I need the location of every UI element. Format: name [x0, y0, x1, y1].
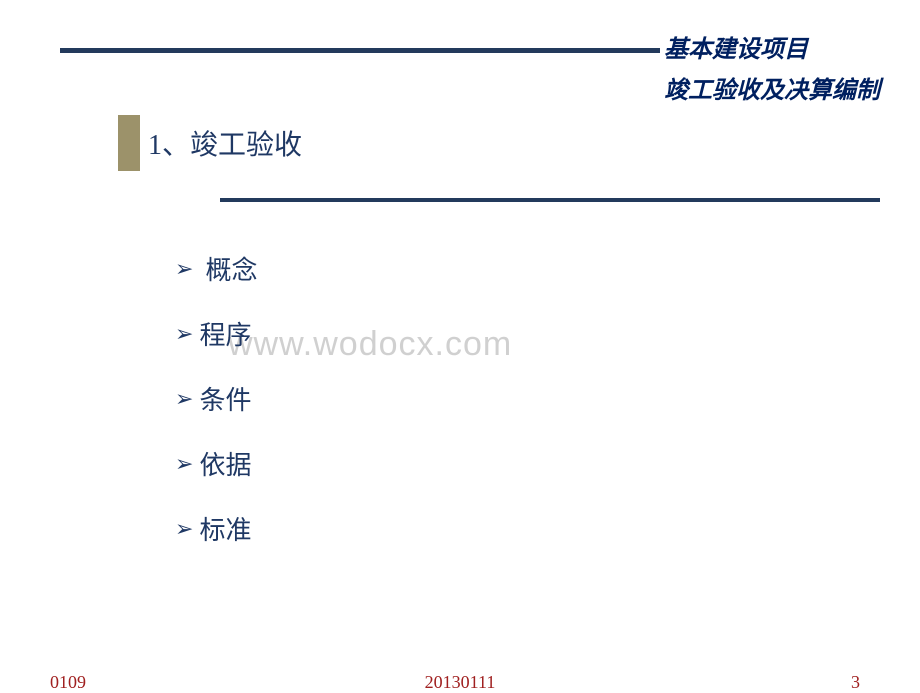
list-item: ➢ 依据 — [175, 445, 257, 482]
list-item: ➢ 条件 — [175, 380, 257, 417]
header-line1: 基本建设项目 — [664, 30, 880, 71]
header-line2: 竣工验收及决算编制 — [664, 71, 880, 112]
list-item: ➢ 标准 — [175, 510, 257, 547]
list-item-text: 标准 — [199, 510, 251, 547]
bullet-list: ➢ 概念 ➢ 程序 ➢ 条件 ➢ 依据 ➢ 标准 — [175, 250, 257, 575]
section-title-block: 1、竣工验收 — [118, 115, 302, 171]
chevron-right-icon: ➢ — [175, 386, 193, 412]
section-title-text: 竣工验收 — [190, 130, 302, 161]
list-item: ➢ 程序 — [175, 315, 257, 352]
list-item-text: 程序 — [199, 315, 251, 352]
chevron-right-icon: ➢ — [175, 516, 193, 542]
section-number: 1、 — [148, 130, 190, 161]
top-divider-line — [60, 48, 660, 53]
chevron-right-icon: ➢ — [175, 321, 193, 347]
section-divider-line — [220, 198, 880, 202]
chevron-right-icon: ➢ — [175, 256, 193, 282]
chevron-right-icon: ➢ — [175, 451, 193, 477]
list-item-text: 条件 — [199, 380, 251, 417]
watermark-text: www.wodocx.com — [228, 325, 512, 364]
list-item: ➢ 概念 — [175, 250, 257, 287]
section-title: 1、竣工验收 — [148, 123, 302, 163]
list-item-text: 依据 — [199, 445, 251, 482]
list-item-text: 概念 — [205, 250, 257, 287]
header-title: 基本建设项目 竣工验收及决算编制 — [664, 30, 880, 112]
section-title-decoration — [118, 115, 140, 171]
